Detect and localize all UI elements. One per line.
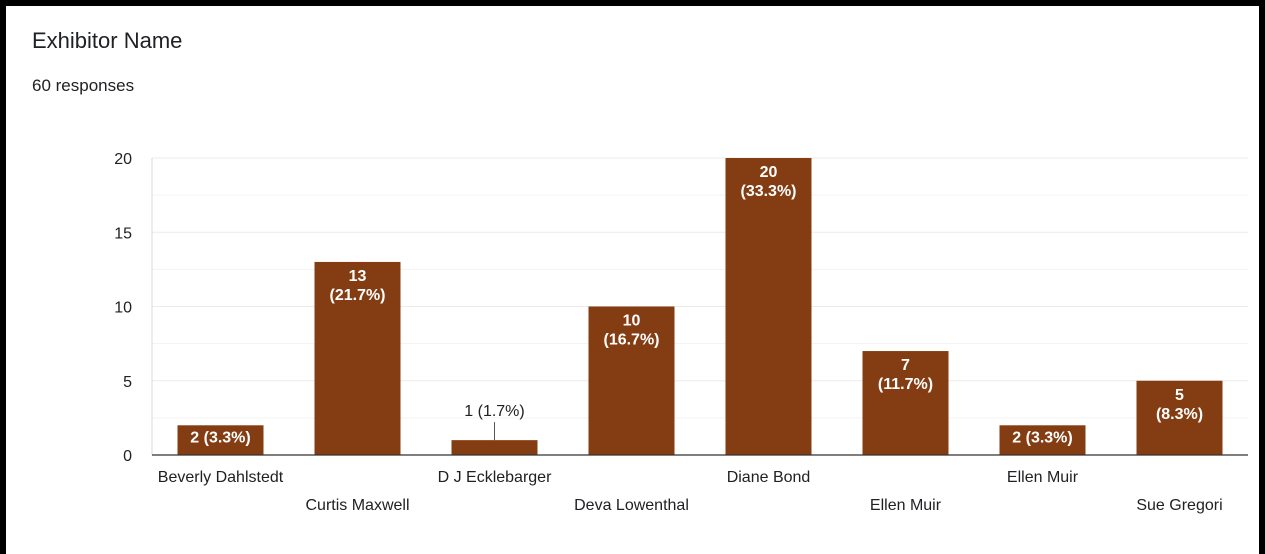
- chart-card: Exhibitor Name 60 responses 0 5 10 15 20 2 (3…: [6, 6, 1259, 554]
- data-label-percent: (21.7%): [329, 287, 385, 304]
- bar: [725, 158, 812, 455]
- y-tick-label: 5: [123, 374, 132, 391]
- x-tick-label: Diane Bond: [727, 469, 811, 486]
- x-tick-label: Deva Lowenthal: [574, 497, 689, 514]
- data-label: 20: [760, 164, 778, 181]
- data-label-percent: (8.3%): [1156, 406, 1203, 423]
- data-label: 1 (1.7%): [464, 403, 524, 420]
- x-tick-label: Beverly Dahlstedt: [158, 469, 284, 486]
- bar: [999, 425, 1086, 455]
- response-count: 60 responses: [32, 76, 135, 95]
- bar: [451, 440, 538, 455]
- data-label: 7: [901, 357, 910, 374]
- bar: [862, 351, 949, 455]
- data-label: 5: [1175, 387, 1184, 404]
- y-tick-label: 20: [114, 151, 132, 168]
- bar: [314, 261, 401, 455]
- y-tick-label: 10: [114, 300, 132, 317]
- data-label-percent: (11.7%): [878, 376, 933, 393]
- y-tick-label: 15: [114, 225, 132, 242]
- chart-title: Exhibitor Name: [32, 28, 183, 53]
- data-label: 2 (3.3%): [190, 429, 250, 446]
- y-tick-label: 0: [123, 448, 132, 465]
- x-tick-label: Curtis Maxwell: [305, 497, 409, 514]
- data-label: 2 (3.3%): [1012, 429, 1072, 446]
- x-tick-label: Ellen Muir: [870, 497, 942, 514]
- data-label-percent: (33.3%): [740, 183, 796, 200]
- x-tick-label: Sue Gregori: [1136, 497, 1222, 514]
- bar-chart: 0 5 10 15 20 2 (3.3%) Beverly Dahlstedt 13 (21.7…: [114, 151, 1248, 514]
- bar: [588, 306, 675, 455]
- data-label-percent: (16.7%): [603, 332, 659, 349]
- bar: [1136, 380, 1223, 455]
- data-label: 10: [623, 313, 641, 330]
- bar: [177, 425, 264, 455]
- data-label: 13: [349, 268, 367, 285]
- x-tick-label: Ellen Muir: [1007, 469, 1079, 486]
- x-tick-label: D J Ecklebarger: [438, 469, 552, 486]
